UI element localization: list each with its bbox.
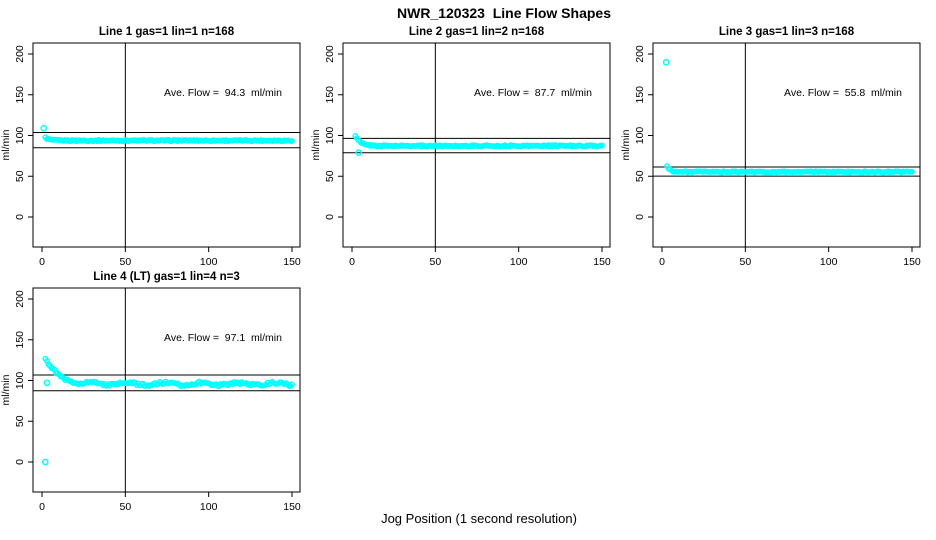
- x-tick-label: 0: [659, 256, 665, 268]
- x-axis-ticks: 0 50 100 150: [659, 247, 921, 268]
- data-points: [662, 58, 915, 176]
- x-tick-label: 0: [349, 256, 355, 268]
- y-tick-label: 150: [634, 86, 646, 104]
- y-axis-title: ml/min: [310, 129, 322, 160]
- y-tick-label: 200: [634, 45, 646, 63]
- x-tick-label: 50: [739, 256, 751, 268]
- y-tick-label: 150: [14, 86, 26, 104]
- y-tick-label: 100: [14, 127, 26, 145]
- outlier-point: [41, 458, 49, 466]
- x-tick-label: 50: [119, 501, 131, 513]
- y-tick-label: 0: [634, 214, 646, 220]
- y-tick-label: 200: [324, 45, 336, 63]
- plot-box: [32, 287, 301, 493]
- panel-title: Line 2 gas=1 lin=2 n=168: [409, 26, 545, 38]
- data-points: [41, 355, 295, 466]
- x-tick-label: 150: [283, 501, 301, 513]
- panel-title: Line 3 gas=1 lin=3 n=168: [719, 26, 855, 38]
- x-tick-label: 100: [510, 256, 528, 268]
- y-tick-label: 0: [14, 459, 26, 465]
- y-axis-ticks: 0 50 100 150 200: [14, 45, 33, 220]
- x-tick-label: 50: [119, 256, 131, 268]
- x-tick-label: 150: [593, 256, 611, 268]
- y-tick-label: 50: [634, 170, 646, 182]
- panel-line-1: 0 50 100 150 0 50 100 150 200 ml/min Line 1 gas=1 …: [0, 26, 301, 268]
- ave-flow-annotation: Ave. Flow = 97.1 ml/min: [164, 332, 282, 344]
- y-tick-label: 50: [324, 170, 336, 182]
- data-points: [352, 132, 605, 156]
- y-tick-label: 100: [634, 127, 646, 145]
- panel-title: Line 4 (LT) gas=1 lin=4 n=3: [93, 271, 239, 283]
- x-tick-label: 100: [200, 256, 218, 268]
- ave-flow-annotation: Ave. Flow = 94.3 ml/min: [164, 87, 282, 99]
- x-axis-ticks: 0 50 100 150: [39, 492, 301, 513]
- y-tick-label: 100: [14, 372, 26, 390]
- panel-line-2: 0 50 100 150 0 50 100 150 200 ml/min Line 2 gas=1 …: [310, 26, 611, 268]
- x-tick-label: 0: [39, 256, 45, 268]
- y-tick-label: 50: [14, 170, 26, 182]
- data-points: [40, 124, 295, 145]
- y-tick-label: 0: [324, 214, 336, 220]
- x-tick-label: 150: [283, 256, 301, 268]
- x-axis-label: Jog Position (1 second resolution): [381, 511, 577, 526]
- plot-box: [32, 42, 301, 248]
- y-tick-label: 50: [14, 415, 26, 427]
- x-tick-label: 50: [429, 256, 441, 268]
- outlier-point: [662, 58, 670, 66]
- y-tick-label: 150: [14, 331, 26, 349]
- y-axis-title: ml/min: [0, 374, 12, 405]
- outlier-point: [40, 124, 48, 132]
- data-point: [909, 168, 915, 175]
- y-axis-ticks: 0 50 100 150 200: [14, 290, 33, 465]
- x-tick-label: 100: [820, 256, 838, 268]
- outlier-point: [43, 379, 51, 387]
- y-tick-label: 200: [14, 45, 26, 63]
- y-tick-label: 100: [324, 127, 336, 145]
- x-axis-ticks: 0 50 100 150: [349, 247, 611, 268]
- data-point: [289, 381, 295, 388]
- x-axis-ticks: 0 50 100 150: [39, 247, 301, 268]
- y-axis-title: ml/min: [0, 129, 12, 160]
- panel-line-3: 0 50 100 150 0 50 100 150 200 ml/min Line 3 gas=1 …: [620, 26, 921, 268]
- y-axis-title: ml/min: [620, 129, 632, 160]
- main-title: NWR_120323 Line Flow Shapes: [397, 5, 611, 21]
- data-point: [599, 142, 605, 149]
- outlier-point: [355, 149, 363, 156]
- panel-line-4: 0 50 100 150 0 50 100 150 200 ml/min Line 4 (LT) g…: [0, 271, 301, 513]
- data-point: [289, 138, 295, 144]
- y-tick-label: 0: [14, 214, 26, 220]
- y-axis-ticks: 0 50 100 150 200: [634, 45, 653, 220]
- x-tick-label: 0: [39, 501, 45, 513]
- ave-flow-annotation: Ave. Flow = 55.8 ml/min: [784, 87, 902, 99]
- plot-box: [342, 42, 611, 248]
- x-tick-label: 100: [200, 501, 218, 513]
- panel-title: Line 1 gas=1 lin=1 n=168: [99, 26, 235, 38]
- plot-box: [652, 42, 921, 248]
- y-tick-label: 200: [14, 290, 26, 308]
- y-axis-ticks: 0 50 100 150 200: [324, 45, 343, 220]
- x-tick-label: 150: [903, 256, 921, 268]
- y-tick-label: 150: [324, 86, 336, 104]
- ave-flow-annotation: Ave. Flow = 87.7 ml/min: [474, 87, 592, 99]
